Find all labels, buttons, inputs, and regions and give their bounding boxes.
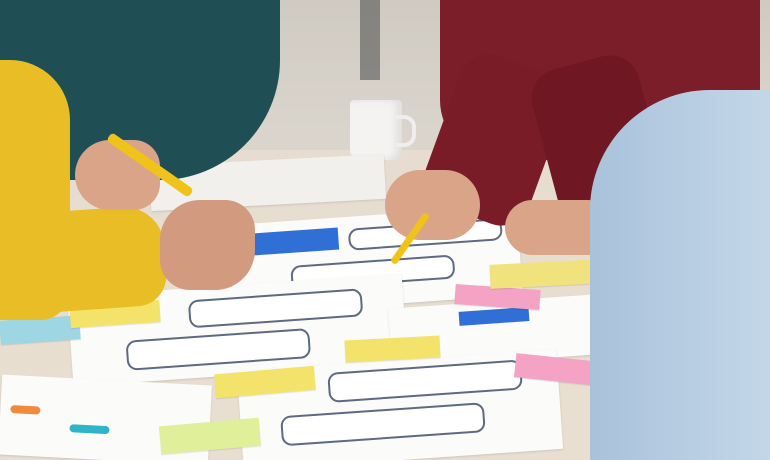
wireframe-box: [280, 402, 486, 447]
wireframe-box: [187, 288, 364, 329]
yellow-sleeve: [0, 204, 169, 316]
wireframe-box: [125, 328, 312, 371]
wireframe-mark: [10, 405, 41, 415]
person-blue-shirt: [590, 90, 770, 460]
wireframe-mark: [69, 424, 110, 435]
hand: [75, 140, 160, 210]
background-post: [360, 0, 380, 80]
mug-handle: [396, 115, 416, 147]
wireframe-block: [247, 227, 340, 256]
hand: [160, 200, 255, 290]
hand: [385, 170, 480, 240]
wireframe-box: [327, 359, 523, 403]
coffee-mug: [350, 100, 402, 160]
wireframe-block: [458, 307, 530, 326]
